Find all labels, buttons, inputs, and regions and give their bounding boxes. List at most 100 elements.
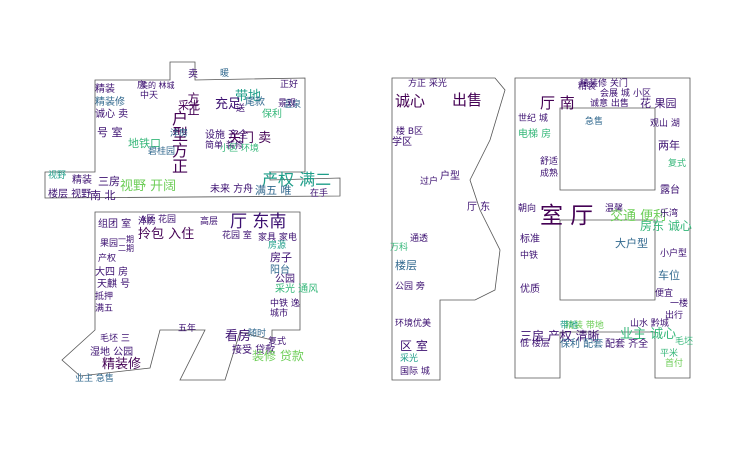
cloud-word: 配套 齐全 bbox=[605, 339, 649, 350]
cloud-word: 精装 bbox=[72, 175, 92, 186]
cloud-word: 舒适 bbox=[540, 157, 559, 167]
cloud-word: 厅 东南 bbox=[230, 212, 287, 232]
cloud-word: 出行 bbox=[665, 311, 684, 321]
glyph-1-top-outline bbox=[44, 61, 341, 199]
cloud-word: 学区 bbox=[392, 137, 412, 148]
cloud-word: 标准 bbox=[520, 234, 540, 245]
cloud-word: 楼层 bbox=[395, 259, 417, 272]
cloud-word: 在手 bbox=[310, 189, 329, 199]
cloud-word: 拎包 入住 bbox=[138, 227, 195, 242]
cloud-word: 保利 bbox=[262, 109, 282, 120]
cloud-word: 大户型 bbox=[615, 237, 648, 250]
cloud-word: 精装修 关门 bbox=[580, 79, 628, 89]
cloud-word: 车位 bbox=[658, 269, 680, 282]
cloud-word: 简单 装修 bbox=[205, 141, 244, 151]
glyph-3-inner bbox=[559, 107, 656, 191]
cloud-word: 毛坯 三 bbox=[100, 334, 130, 344]
cloud-word: 花 果园 bbox=[640, 97, 677, 110]
cloud-word: 产权 满二 bbox=[262, 170, 332, 189]
cloud-word: 过户 bbox=[420, 177, 439, 187]
cloud-word: 世纪 城 bbox=[518, 114, 548, 124]
cloud-word: 温泉 bbox=[283, 100, 302, 110]
cloud-word: 方正 bbox=[186, 92, 200, 116]
cloud-word: 尾款 bbox=[245, 97, 265, 108]
cloud-word: 户型 bbox=[440, 171, 460, 182]
cloud-word: 小户型 bbox=[660, 249, 688, 259]
cloud-word: 小区 环境 bbox=[220, 144, 259, 154]
cloud-word: 成熟 bbox=[540, 169, 559, 179]
cloud-word: 美的 林城 bbox=[140, 81, 175, 90]
cloud-word: 诚意 出售 bbox=[590, 99, 629, 109]
cloud-word: 未来 方舟 bbox=[210, 184, 254, 195]
cloud-word: 阳台 bbox=[270, 265, 290, 276]
cloud-word: 一楼 bbox=[670, 299, 689, 309]
cloud-word: 万科 bbox=[390, 243, 409, 253]
cloud-word: 正好 bbox=[280, 80, 299, 90]
cloud-word: 楼 B区 bbox=[396, 127, 424, 137]
cloud-word: 房东 诚心 bbox=[640, 219, 692, 233]
cloud-word: 洋房 bbox=[138, 217, 157, 227]
cloud-word: 中铁 bbox=[520, 251, 539, 261]
cloud-word: 花园 室 bbox=[222, 231, 252, 241]
cloud-word: 洋房 bbox=[170, 129, 189, 139]
cloud-word: 乐湾 bbox=[660, 209, 679, 219]
cloud-word: 中天 bbox=[140, 91, 159, 101]
cloud-word: 公园 旁 bbox=[395, 282, 425, 292]
cloud-word: 关门 卖 bbox=[228, 131, 272, 146]
cloud-word: 采光 bbox=[400, 354, 419, 364]
cloud-word: 景观 bbox=[278, 99, 297, 109]
cloud-word: 会展 城 bbox=[600, 89, 630, 99]
cloud-word: 精装 带地 bbox=[565, 321, 604, 331]
cloud-word: 采光 通风 bbox=[275, 284, 319, 295]
cloud-word: 高层 bbox=[200, 217, 219, 227]
cloud-word: 家具 家电 bbox=[258, 233, 297, 243]
cloud-word: 诚心 卖 bbox=[95, 109, 129, 120]
cloud-word: 随时 bbox=[248, 329, 267, 339]
glyph-3-outline bbox=[514, 77, 691, 379]
cloud-word: 满五 bbox=[95, 304, 114, 314]
cloud-word: 山水 黔城 bbox=[630, 319, 669, 329]
cloud-word: 厅 东 bbox=[467, 202, 491, 213]
cloud-word: 出售 bbox=[452, 91, 483, 109]
cloud-word: 露台 bbox=[660, 185, 680, 196]
cloud-word: 区 室 bbox=[400, 339, 428, 353]
cloud-word: 公园 bbox=[275, 274, 295, 285]
cloud-word: 低 楼层 bbox=[520, 339, 550, 349]
cloud-word: 精装 bbox=[578, 82, 597, 92]
cloud-word: 房 bbox=[137, 81, 147, 91]
cloud-word: 视野 bbox=[48, 171, 67, 181]
cloud-word: 两年 bbox=[658, 139, 680, 152]
cloud-word: 首付 bbox=[665, 359, 684, 369]
cloud-word: 楼层 视野 bbox=[48, 189, 92, 200]
glyph-1-bottom-outline bbox=[61, 211, 301, 381]
cloud-word: 保利 配套 bbox=[560, 339, 604, 350]
cloud-word: 大四 房 bbox=[95, 267, 129, 278]
cloud-word: 二期 bbox=[118, 244, 134, 253]
cloud-word: 观山 湖 bbox=[650, 119, 680, 129]
cloud-word: 视野 开阔 bbox=[120, 179, 177, 194]
cloud-word: 温馨 bbox=[605, 204, 624, 214]
cloud-word: 地铁口 bbox=[128, 137, 161, 150]
cloud-word: 优质 bbox=[520, 284, 540, 295]
cloud-word: 精装 bbox=[95, 84, 115, 95]
cloud-word: 户型方正 bbox=[169, 110, 188, 174]
cloud-word: 卖 bbox=[188, 69, 198, 80]
cloud-word: 朝向 bbox=[518, 204, 537, 214]
cloud-word: 房源 bbox=[268, 241, 287, 251]
cloud-word: 平米 bbox=[660, 349, 679, 359]
cloud-word: 五年 bbox=[178, 324, 197, 334]
cloud-word: 通透 bbox=[410, 234, 429, 244]
cloud-word: 带地 bbox=[560, 321, 579, 331]
cloud-word: 带地 bbox=[235, 89, 262, 104]
cloud-word: 精装修 bbox=[102, 357, 142, 372]
cloud-word: 厅 南 bbox=[540, 94, 575, 112]
cloud-word: 电梯 房 bbox=[518, 129, 552, 140]
cloud-word: 方正 采光 bbox=[408, 79, 447, 89]
cloud-word: 充足 bbox=[215, 97, 242, 112]
cloud-word: 产权 bbox=[98, 254, 117, 264]
cloud-word: 组团 室 bbox=[98, 219, 132, 230]
cloud-word: 接受 贷款 bbox=[232, 345, 276, 356]
cloud-word: 满五 唯 bbox=[255, 184, 292, 197]
cloud-word: 急售 bbox=[585, 117, 604, 127]
